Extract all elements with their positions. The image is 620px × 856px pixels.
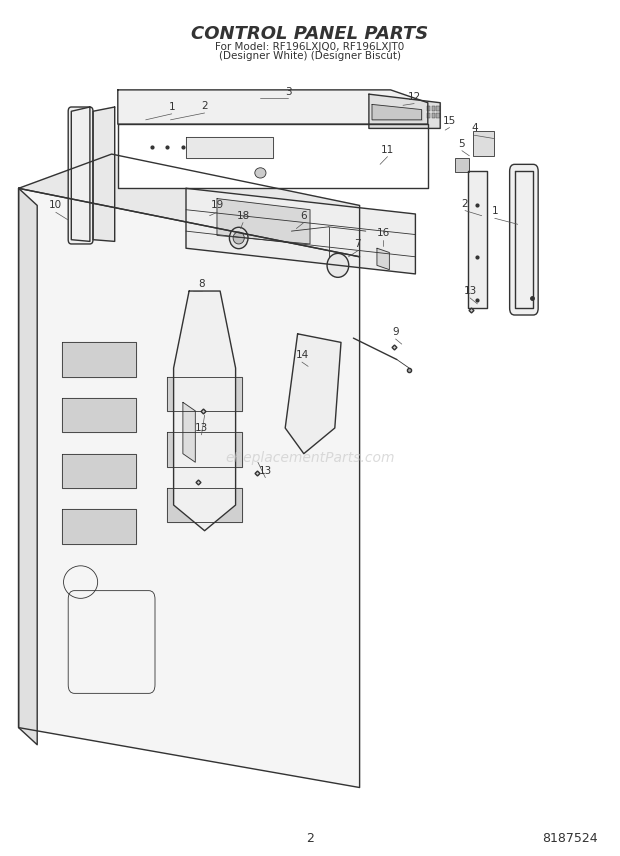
Bar <box>427 113 430 118</box>
Ellipse shape <box>255 168 266 178</box>
Text: 3: 3 <box>285 86 291 97</box>
Ellipse shape <box>229 228 248 249</box>
Polygon shape <box>167 377 242 411</box>
Polygon shape <box>167 432 242 467</box>
Text: 1: 1 <box>169 102 175 112</box>
Text: eReplacementParts.com: eReplacementParts.com <box>225 451 395 465</box>
Text: 10: 10 <box>49 200 63 211</box>
Polygon shape <box>71 107 90 241</box>
Text: 16: 16 <box>376 228 390 238</box>
Polygon shape <box>515 171 533 308</box>
Text: 7: 7 <box>355 239 361 249</box>
FancyBboxPatch shape <box>473 131 494 156</box>
Text: 15: 15 <box>443 116 456 126</box>
Polygon shape <box>62 454 136 488</box>
Polygon shape <box>62 509 136 544</box>
Text: 4: 4 <box>471 123 477 134</box>
Text: 2: 2 <box>306 832 314 846</box>
Polygon shape <box>118 90 428 124</box>
Bar <box>436 106 440 111</box>
Bar <box>432 113 435 118</box>
Polygon shape <box>186 188 415 274</box>
Polygon shape <box>217 199 310 244</box>
Polygon shape <box>468 171 487 308</box>
Polygon shape <box>62 398 136 432</box>
Text: 9: 9 <box>392 327 399 337</box>
Ellipse shape <box>233 232 244 244</box>
Polygon shape <box>93 107 115 241</box>
Polygon shape <box>19 188 360 788</box>
Text: (Designer White) (Designer Biscut): (Designer White) (Designer Biscut) <box>219 51 401 62</box>
Text: For Model: RF196LXJQ0, RF196LXJT0: For Model: RF196LXJQ0, RF196LXJT0 <box>215 42 405 52</box>
Polygon shape <box>174 291 236 531</box>
Bar <box>427 106 430 111</box>
Text: 14: 14 <box>295 350 309 360</box>
Text: 19: 19 <box>210 200 224 211</box>
Text: 8: 8 <box>198 279 205 289</box>
Text: 12: 12 <box>407 92 421 102</box>
Polygon shape <box>377 248 389 270</box>
Polygon shape <box>369 94 440 128</box>
Polygon shape <box>186 137 273 158</box>
Polygon shape <box>62 342 136 377</box>
Text: 18: 18 <box>236 211 250 221</box>
Polygon shape <box>285 334 341 454</box>
Text: 13: 13 <box>195 423 208 433</box>
Ellipse shape <box>327 253 349 277</box>
Text: 13: 13 <box>463 286 477 296</box>
Bar <box>436 113 440 118</box>
Text: 8187524: 8187524 <box>542 832 598 846</box>
Polygon shape <box>118 124 428 188</box>
Polygon shape <box>372 104 422 120</box>
Text: 6: 6 <box>301 211 307 221</box>
Text: 2: 2 <box>462 199 468 209</box>
Polygon shape <box>19 188 37 745</box>
Text: 2: 2 <box>202 101 208 111</box>
FancyBboxPatch shape <box>510 164 538 315</box>
Bar <box>432 106 435 111</box>
FancyBboxPatch shape <box>68 107 93 244</box>
Text: CONTROL PANEL PARTS: CONTROL PANEL PARTS <box>192 25 428 44</box>
Polygon shape <box>183 402 195 462</box>
Text: 5: 5 <box>459 139 465 149</box>
Polygon shape <box>167 488 242 522</box>
Text: 13: 13 <box>259 466 272 476</box>
FancyBboxPatch shape <box>455 158 469 172</box>
Polygon shape <box>19 154 360 257</box>
Text: 11: 11 <box>381 145 394 155</box>
Text: 1: 1 <box>492 206 498 217</box>
